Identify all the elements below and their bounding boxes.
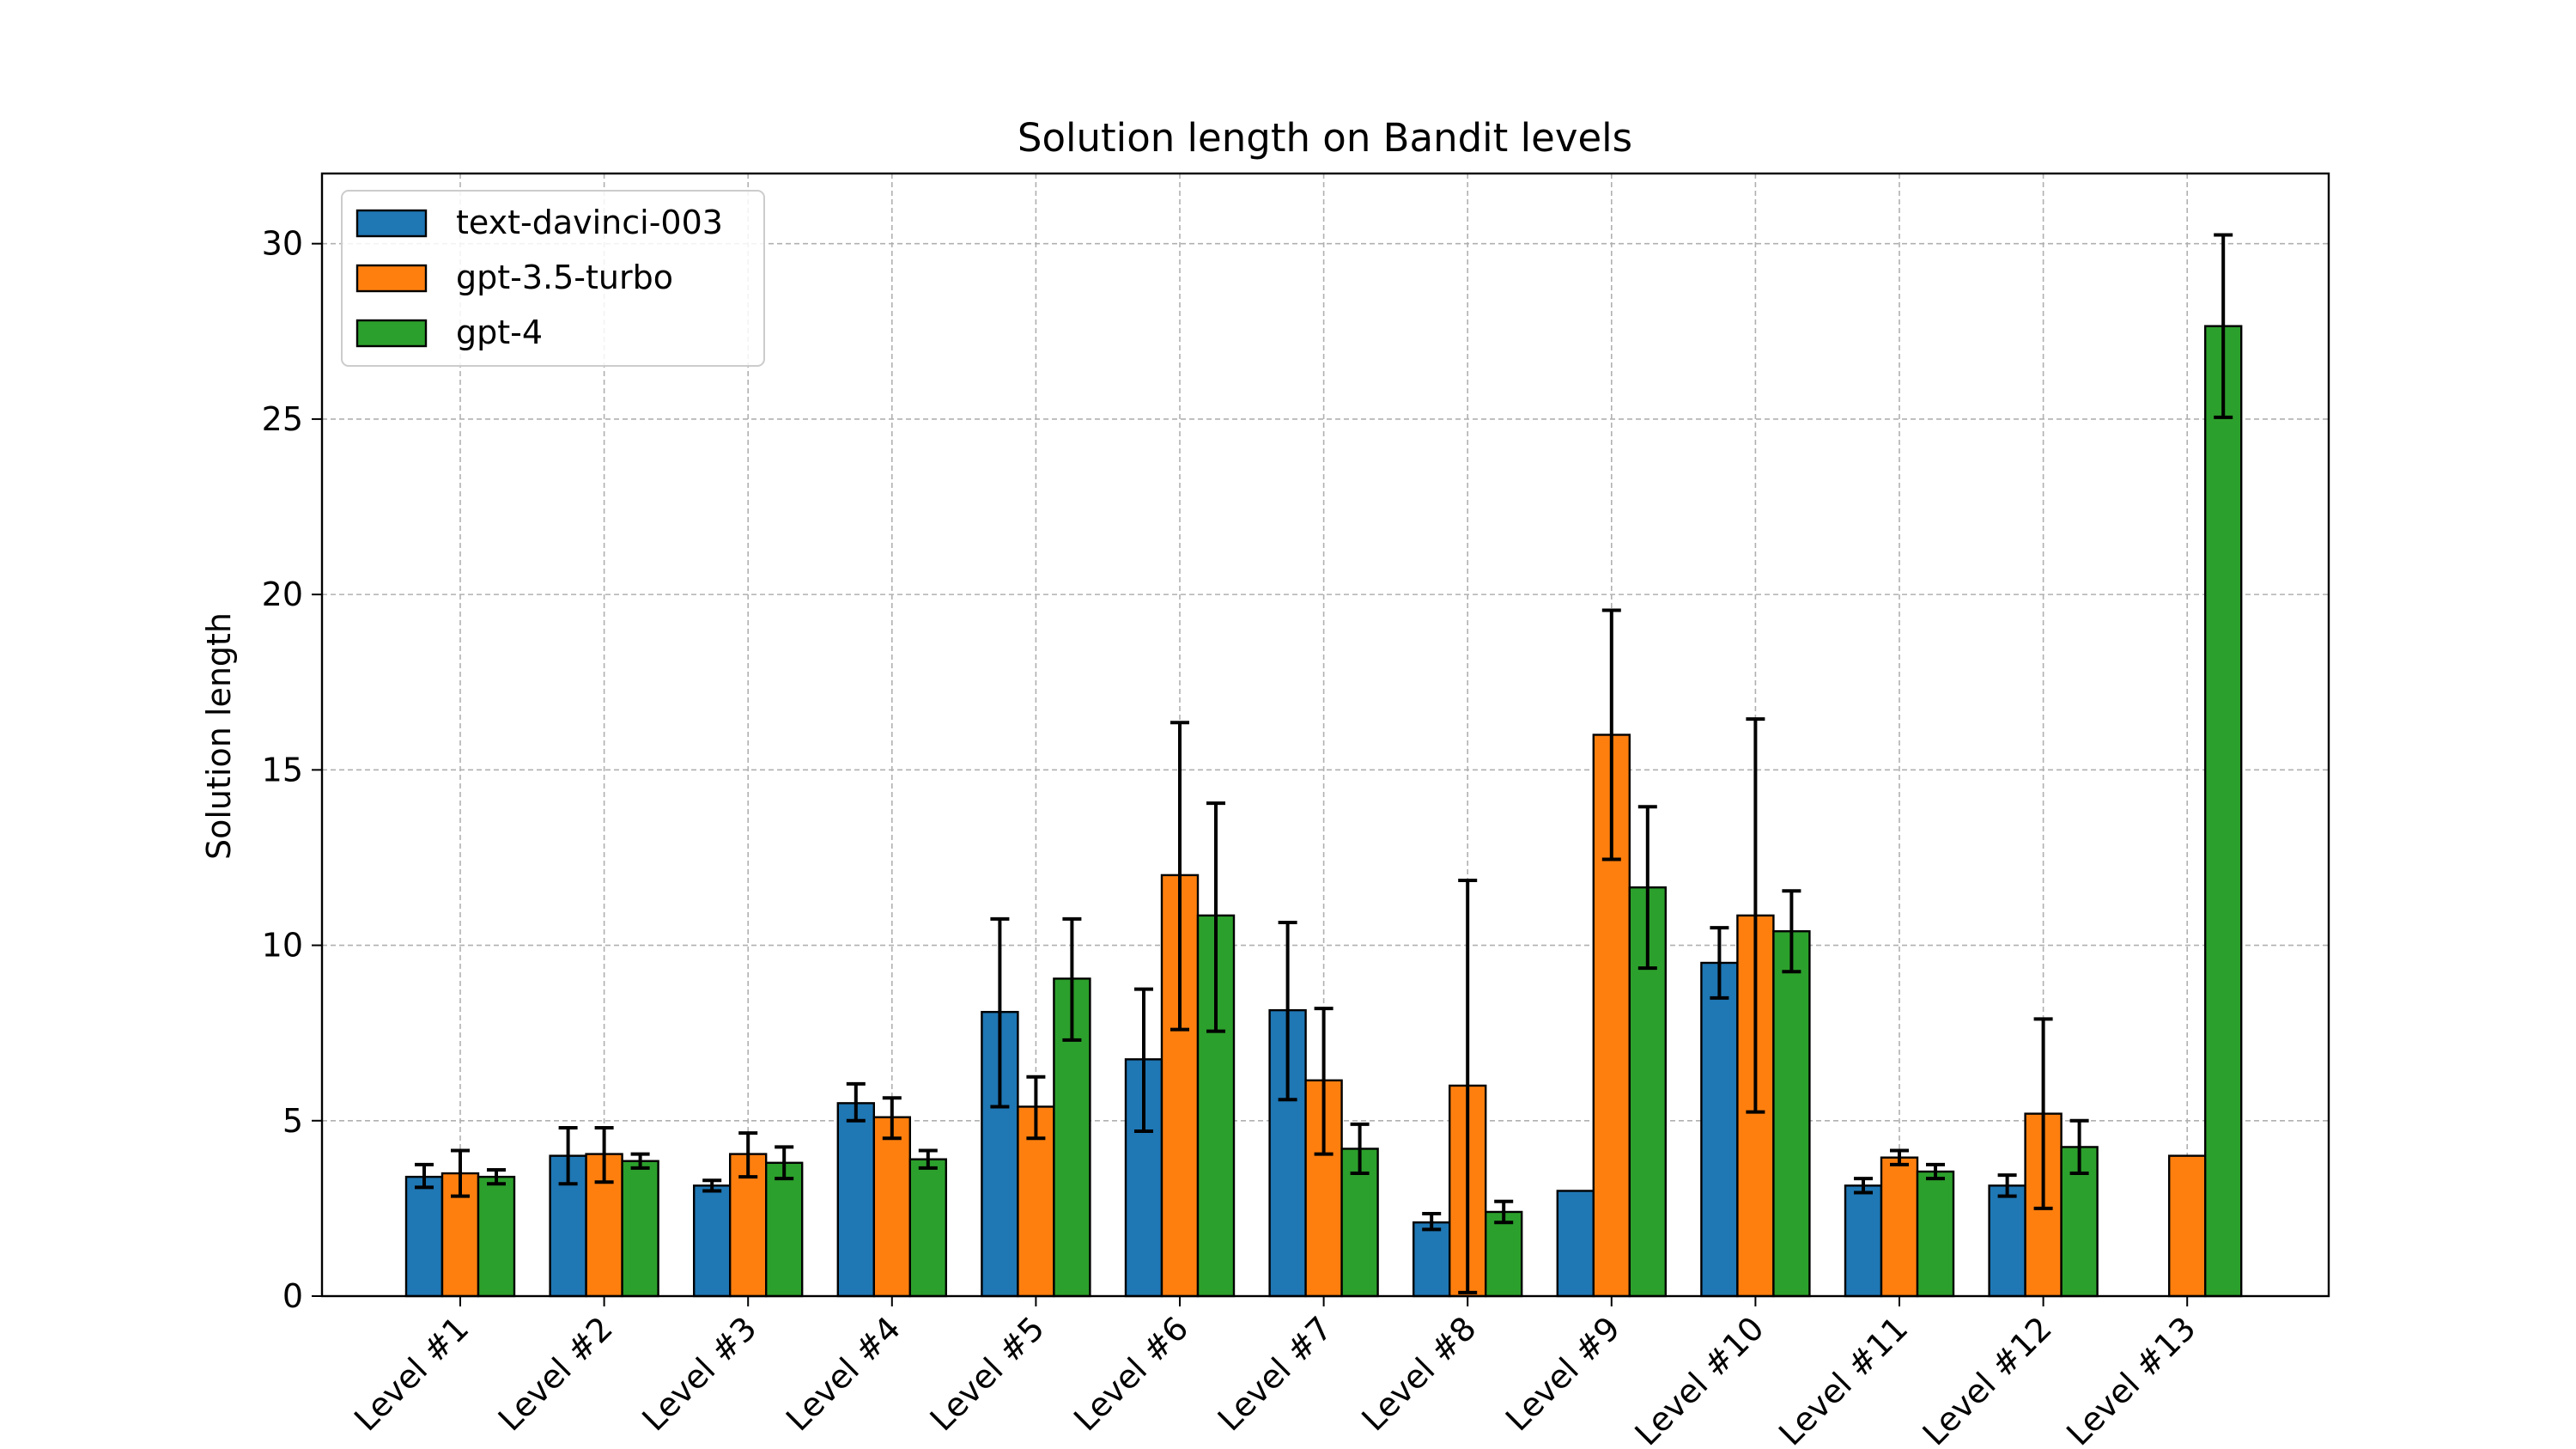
bar: [1880, 1156, 1919, 1298]
bar: [477, 1175, 516, 1298]
legend-swatch: [355, 264, 428, 293]
y-axis-label: Solution length: [200, 612, 238, 860]
chart-title: Solution length on Bandit levels: [1018, 115, 1632, 161]
legend-label: gpt-4: [456, 314, 543, 351]
bar: [404, 1175, 444, 1298]
bar: [1988, 1184, 2026, 1298]
bar: [872, 1116, 911, 1298]
legend-label: gpt-3.5-turbo: [456, 259, 673, 296]
bar: [1412, 1221, 1451, 1298]
bar: [1772, 930, 1811, 1298]
legend-swatch: [355, 209, 428, 238]
bar: [1484, 1210, 1523, 1298]
bar: [765, 1161, 804, 1298]
bar: [1844, 1184, 1883, 1298]
y-tick-label: 10: [262, 927, 303, 965]
bar: [2203, 325, 2243, 1298]
y-tick-label: 25: [262, 400, 303, 438]
error-bars: [415, 233, 2233, 1294]
bar: [908, 1158, 948, 1298]
y-tick-label: 20: [262, 575, 303, 613]
y-tick-label: 15: [262, 751, 303, 788]
legend: text-davinci-003 gpt-3.5-turbo gpt-4: [341, 190, 765, 367]
bar: [1700, 961, 1739, 1298]
legend-label: text-davinci-003: [456, 204, 723, 241]
legend-box: [341, 190, 765, 367]
bar: [836, 1102, 875, 1298]
legend-swatch: [355, 319, 428, 348]
bar: [1556, 1190, 1595, 1298]
plot-frame: [320, 172, 2330, 1298]
y-tick-label: 30: [262, 225, 303, 263]
bar: [1916, 1170, 1955, 1298]
y-tick-label: 5: [283, 1102, 303, 1140]
y-axis: 0 5 10 15 20 25 30: [262, 225, 322, 1315]
bar: [693, 1184, 732, 1298]
bar: [621, 1160, 659, 1298]
bar: [2167, 1154, 2207, 1298]
y-tick-label: 0: [283, 1277, 303, 1315]
